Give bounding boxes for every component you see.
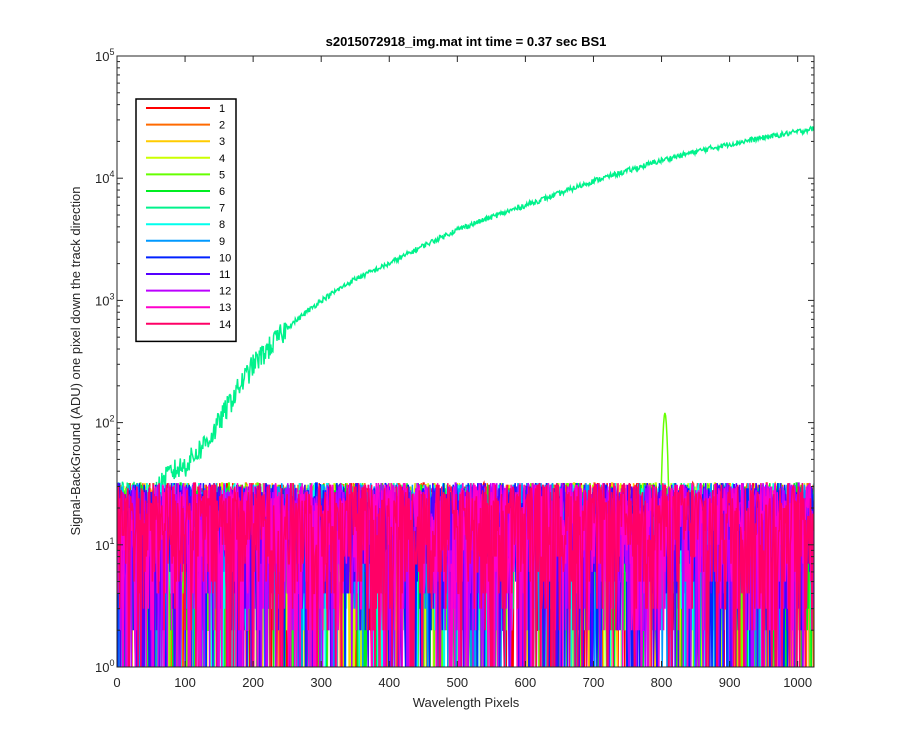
x-tick-label: 300: [310, 675, 332, 690]
x-axis: 0 100 200 300 400 500 600 700 800 900 1000: [113, 56, 812, 690]
y-tick-label: 104: [95, 169, 114, 186]
legend-label-10: 10: [219, 252, 231, 264]
x-tick-label: 800: [651, 675, 673, 690]
legend-label-14: 14: [219, 319, 231, 331]
x-tick-label: 100: [174, 675, 196, 690]
y-tick-label: 105: [95, 47, 114, 64]
y-axis-label: Signal-BackGround (ADU) one pixel down t…: [68, 186, 83, 535]
series-layer: [117, 125, 814, 667]
legend-label-3: 3: [219, 136, 225, 148]
y-tick-label: 100: [95, 658, 114, 675]
x-tick-label: 600: [515, 675, 537, 690]
x-tick-label: 400: [378, 675, 400, 690]
x-tick-label: 900: [719, 675, 741, 690]
legend-label-7: 7: [219, 203, 225, 215]
x-tick-label: 700: [583, 675, 605, 690]
legend-box: [135, 98, 237, 343]
x-tick-label: 500: [446, 675, 468, 690]
legend-label-4: 4: [219, 153, 225, 165]
legend-label-12: 12: [219, 286, 231, 298]
series-line-7: [117, 125, 814, 606]
legend-label-13: 13: [219, 302, 231, 314]
legend-label-1: 1: [219, 103, 225, 115]
y-tick-label: 101: [95, 536, 114, 553]
x-tick-label: 200: [242, 675, 264, 690]
chart-title: s2015072918_img.mat int time = 0.37 sec …: [326, 34, 607, 49]
x-tick-label: 0: [113, 675, 120, 690]
series-line-14: [117, 482, 814, 667]
legend-label-5: 5: [219, 169, 225, 181]
y-tick-label: 103: [95, 291, 114, 308]
legend-label-9: 9: [219, 236, 225, 248]
x-tick-label: 1000: [783, 675, 812, 690]
legend-label-8: 8: [219, 219, 225, 231]
plot-frame: [116, 55, 815, 668]
legend-label-2: 2: [219, 120, 225, 132]
x-axis-label: Wavelength Pixels: [413, 695, 520, 710]
y-tick-label: 102: [95, 414, 114, 431]
legend-label-6: 6: [219, 186, 225, 198]
legend-label-11: 11: [219, 269, 230, 281]
